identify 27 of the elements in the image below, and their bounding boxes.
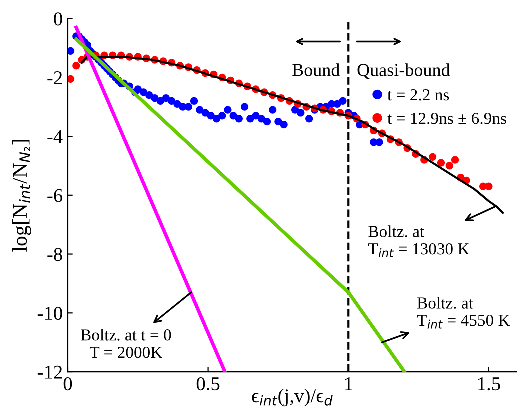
annotation: Boltz. at T$_{int}$ = 13030 K [368,226,470,258]
annotation: Bound [292,64,340,76]
y-tick-label: -10 [38,306,62,320]
y-axis-title: log[N$_{int}$/N$_{N₂}$] [12,140,32,252]
point [485,182,493,190]
legend-label: t = 12.9ns ± 6.9ns [388,113,506,124]
point [68,75,75,83]
annotation: Quasi-bound [358,64,450,80]
x-tick-label: 1.5 [478,378,500,391]
x-axis-title: ϵ$_{int}$(j,v)/ϵ$_{d}$ [252,388,333,407]
legend-label: t = 2.2 ns [388,89,450,101]
x-tick-label: 0 [64,377,72,391]
y-tick-label: -6 [48,189,63,202]
y-tick-label: -8 [48,248,62,262]
y-tick-label: -2 [48,72,62,84]
point [437,159,446,167]
point [72,62,80,70]
annotation: Boltz. at t = 0 T = 2000K [81,329,172,358]
point [451,156,460,164]
y-tick-label: 0 [54,12,62,26]
x-tick-label: 1 [345,378,352,390]
annotation: Boltz. at T$_{int}$ = 4550 K [417,297,510,329]
y-tick-label: -4 [48,130,63,144]
point [429,153,437,161]
y-tick-label: -12 [38,366,62,379]
point [446,162,454,170]
x-tick-label: 0.5 [196,377,220,391]
